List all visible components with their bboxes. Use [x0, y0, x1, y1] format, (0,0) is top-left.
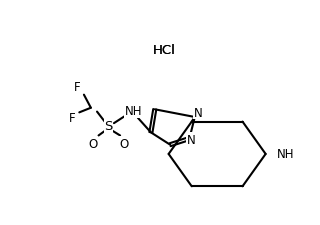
Text: N: N — [194, 106, 202, 119]
Text: O: O — [89, 137, 98, 150]
Text: F: F — [69, 112, 76, 125]
Text: HCl: HCl — [153, 44, 175, 57]
Text: O: O — [119, 137, 129, 150]
Text: N: N — [187, 133, 195, 146]
Text: NH: NH — [124, 105, 142, 118]
Text: HCl: HCl — [153, 44, 175, 57]
Text: S: S — [104, 119, 113, 132]
Text: NH: NH — [276, 148, 294, 161]
Text: F: F — [74, 81, 80, 94]
